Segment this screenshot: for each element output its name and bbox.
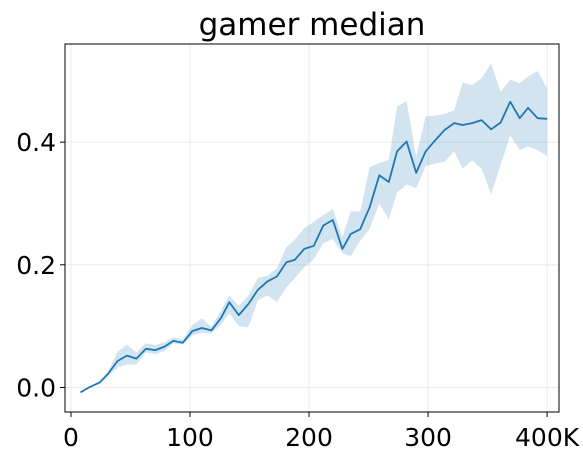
y-axis: 0.0 0.2 0.4 [16,128,65,402]
confidence-band [80,63,548,393]
x-tick-label: 100 [166,423,214,452]
x-axis: 0 100 200 300 400K [63,412,580,452]
x-tick-label: 0 [63,423,79,452]
plot-frame [64,43,560,413]
x-tick-label: 300 [404,423,452,452]
grid [65,44,559,412]
y-tick-label: 0.0 [16,373,56,402]
median-line [80,100,548,394]
y-tick-label: 0.2 [16,251,56,280]
x-tick-label: 400K [515,423,580,452]
chart-title: gamer median [199,7,426,43]
y-tick-label: 0.4 [16,128,56,157]
x-tick-label: 200 [285,423,333,452]
